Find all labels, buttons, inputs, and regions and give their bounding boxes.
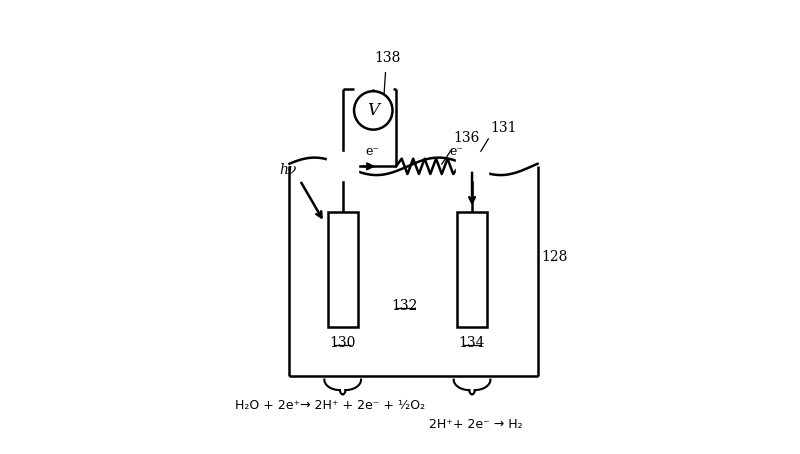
Bar	[457, 212, 487, 327]
Circle shape	[354, 91, 393, 130]
Text: hν: hν	[279, 163, 296, 177]
Text: 138: 138	[374, 51, 401, 65]
Text: e⁻: e⁻	[365, 145, 379, 158]
Text: e⁻: e⁻	[450, 145, 464, 158]
Text: 134: 134	[458, 336, 485, 350]
Text: 132: 132	[391, 299, 418, 313]
Bar	[328, 212, 358, 327]
Text: H₂O + 2e⁺→ 2H⁺ + 2e⁻ + ½O₂: H₂O + 2e⁺→ 2H⁺ + 2e⁻ + ½O₂	[234, 399, 425, 412]
Text: 131: 131	[490, 121, 517, 135]
Text: 136: 136	[454, 131, 480, 145]
Text: 2H⁺+ 2e⁻ → H₂: 2H⁺+ 2e⁻ → H₂	[429, 418, 522, 431]
Text: 128: 128	[541, 250, 567, 264]
Text: 130: 130	[330, 336, 356, 350]
Text: V: V	[367, 102, 379, 119]
